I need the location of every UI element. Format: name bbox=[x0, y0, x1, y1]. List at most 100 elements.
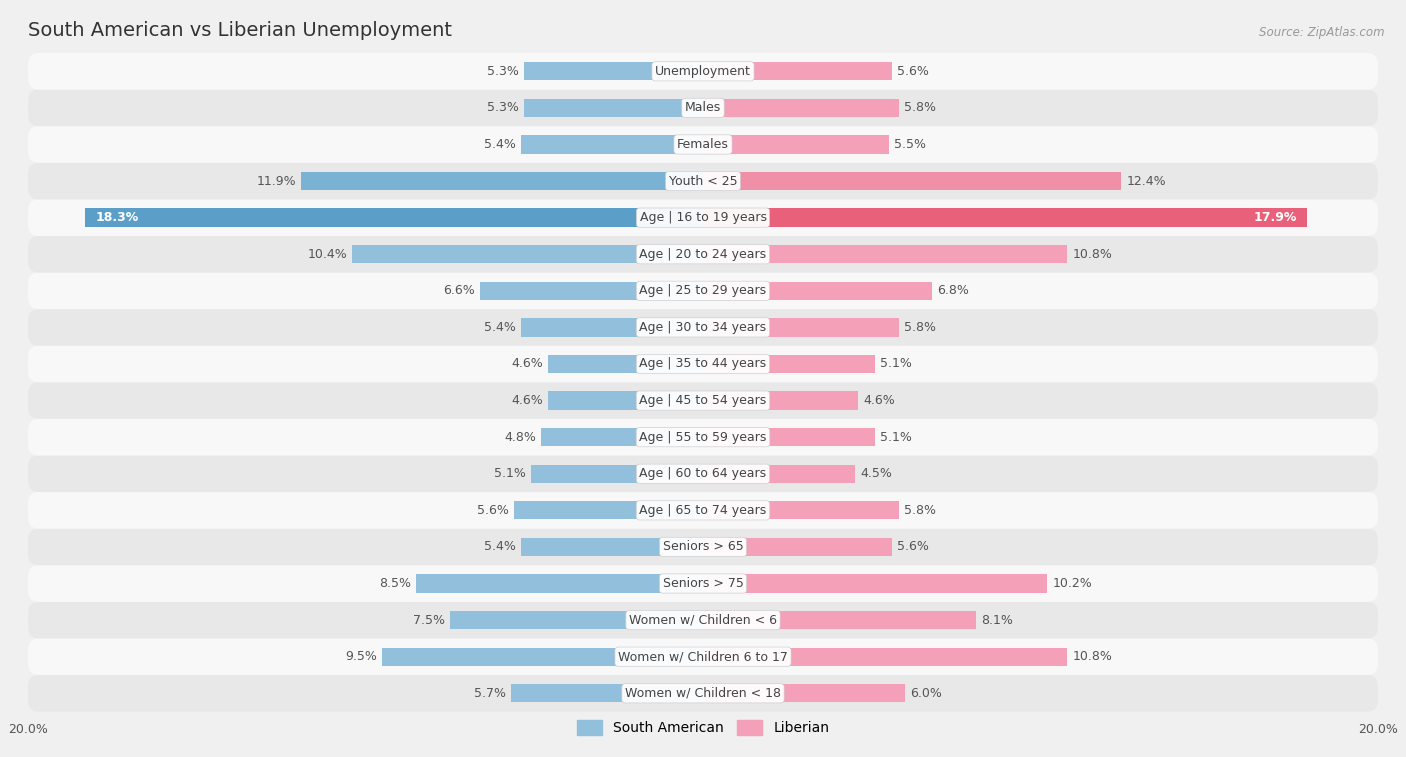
FancyBboxPatch shape bbox=[28, 419, 1378, 456]
Text: 17.9%: 17.9% bbox=[1254, 211, 1296, 224]
FancyBboxPatch shape bbox=[28, 346, 1378, 382]
Bar bbox=[703, 575, 1047, 593]
Bar bbox=[703, 684, 905, 702]
Bar bbox=[520, 537, 703, 556]
Text: 4.6%: 4.6% bbox=[863, 394, 896, 407]
Text: Males: Males bbox=[685, 101, 721, 114]
FancyBboxPatch shape bbox=[28, 492, 1378, 528]
FancyBboxPatch shape bbox=[28, 382, 1378, 419]
Bar bbox=[703, 537, 891, 556]
FancyBboxPatch shape bbox=[28, 89, 1378, 126]
Text: Age | 45 to 54 years: Age | 45 to 54 years bbox=[640, 394, 766, 407]
Bar bbox=[301, 172, 703, 190]
Text: 5.8%: 5.8% bbox=[904, 504, 936, 517]
Text: 5.1%: 5.1% bbox=[494, 467, 526, 480]
FancyBboxPatch shape bbox=[28, 273, 1378, 309]
Text: Youth < 25: Youth < 25 bbox=[669, 175, 737, 188]
Text: 4.6%: 4.6% bbox=[510, 357, 543, 370]
Text: 7.5%: 7.5% bbox=[413, 614, 444, 627]
Legend: South American, Liberian: South American, Liberian bbox=[571, 715, 835, 741]
Text: 12.4%: 12.4% bbox=[1126, 175, 1166, 188]
Text: 5.8%: 5.8% bbox=[904, 321, 936, 334]
FancyBboxPatch shape bbox=[28, 602, 1378, 638]
FancyBboxPatch shape bbox=[28, 236, 1378, 273]
Bar bbox=[703, 611, 976, 629]
Text: 6.0%: 6.0% bbox=[911, 687, 942, 699]
Text: Age | 16 to 19 years: Age | 16 to 19 years bbox=[640, 211, 766, 224]
Text: 4.6%: 4.6% bbox=[510, 394, 543, 407]
Text: Females: Females bbox=[678, 138, 728, 151]
Text: Women w/ Children 6 to 17: Women w/ Children 6 to 17 bbox=[619, 650, 787, 663]
Bar bbox=[703, 501, 898, 519]
Text: Age | 65 to 74 years: Age | 65 to 74 years bbox=[640, 504, 766, 517]
Text: 5.3%: 5.3% bbox=[488, 65, 519, 78]
Bar bbox=[548, 355, 703, 373]
Bar bbox=[703, 465, 855, 483]
Text: 5.4%: 5.4% bbox=[484, 540, 516, 553]
Text: Seniors > 75: Seniors > 75 bbox=[662, 577, 744, 590]
Bar bbox=[524, 62, 703, 80]
Bar bbox=[520, 136, 703, 154]
Bar bbox=[703, 647, 1067, 666]
Text: 5.6%: 5.6% bbox=[897, 65, 929, 78]
Text: 8.5%: 8.5% bbox=[380, 577, 411, 590]
Text: Age | 20 to 24 years: Age | 20 to 24 years bbox=[640, 248, 766, 260]
Text: 10.2%: 10.2% bbox=[1052, 577, 1092, 590]
Text: Age | 60 to 64 years: Age | 60 to 64 years bbox=[640, 467, 766, 480]
Text: 5.1%: 5.1% bbox=[880, 357, 912, 370]
FancyBboxPatch shape bbox=[28, 675, 1378, 712]
Bar bbox=[531, 465, 703, 483]
FancyBboxPatch shape bbox=[28, 126, 1378, 163]
Text: 11.9%: 11.9% bbox=[257, 175, 297, 188]
Text: 10.8%: 10.8% bbox=[1073, 650, 1112, 663]
Bar bbox=[703, 318, 898, 337]
Bar bbox=[481, 282, 703, 300]
Text: 5.3%: 5.3% bbox=[488, 101, 519, 114]
Bar bbox=[703, 98, 898, 117]
Bar bbox=[703, 172, 1122, 190]
Bar bbox=[541, 428, 703, 447]
FancyBboxPatch shape bbox=[28, 53, 1378, 89]
Text: 6.6%: 6.6% bbox=[443, 285, 475, 298]
Text: 5.4%: 5.4% bbox=[484, 321, 516, 334]
Text: Women w/ Children < 18: Women w/ Children < 18 bbox=[626, 687, 780, 699]
Text: 18.3%: 18.3% bbox=[96, 211, 139, 224]
Text: Women w/ Children < 6: Women w/ Children < 6 bbox=[628, 614, 778, 627]
Bar bbox=[703, 428, 875, 447]
Bar bbox=[703, 245, 1067, 263]
Text: 5.6%: 5.6% bbox=[897, 540, 929, 553]
Text: 10.8%: 10.8% bbox=[1073, 248, 1112, 260]
Text: Unemployment: Unemployment bbox=[655, 65, 751, 78]
Bar bbox=[548, 391, 703, 410]
Text: 10.4%: 10.4% bbox=[308, 248, 347, 260]
Text: 5.4%: 5.4% bbox=[484, 138, 516, 151]
FancyBboxPatch shape bbox=[28, 163, 1378, 199]
Text: 9.5%: 9.5% bbox=[346, 650, 377, 663]
Text: Age | 25 to 29 years: Age | 25 to 29 years bbox=[640, 285, 766, 298]
Text: 4.8%: 4.8% bbox=[505, 431, 536, 444]
Bar bbox=[703, 62, 891, 80]
Bar bbox=[352, 245, 703, 263]
Text: 5.8%: 5.8% bbox=[904, 101, 936, 114]
FancyBboxPatch shape bbox=[28, 638, 1378, 675]
FancyBboxPatch shape bbox=[28, 528, 1378, 565]
Bar bbox=[86, 208, 703, 227]
Text: Age | 55 to 59 years: Age | 55 to 59 years bbox=[640, 431, 766, 444]
Text: 5.1%: 5.1% bbox=[880, 431, 912, 444]
Text: Age | 30 to 34 years: Age | 30 to 34 years bbox=[640, 321, 766, 334]
Text: 6.8%: 6.8% bbox=[938, 285, 969, 298]
Bar bbox=[703, 282, 932, 300]
FancyBboxPatch shape bbox=[28, 456, 1378, 492]
Text: Age | 35 to 44 years: Age | 35 to 44 years bbox=[640, 357, 766, 370]
Bar bbox=[703, 208, 1308, 227]
Text: Seniors > 65: Seniors > 65 bbox=[662, 540, 744, 553]
Text: 4.5%: 4.5% bbox=[860, 467, 891, 480]
Text: South American vs Liberian Unemployment: South American vs Liberian Unemployment bbox=[28, 21, 453, 40]
FancyBboxPatch shape bbox=[28, 199, 1378, 236]
Text: 5.7%: 5.7% bbox=[474, 687, 506, 699]
FancyBboxPatch shape bbox=[28, 565, 1378, 602]
Bar bbox=[416, 575, 703, 593]
Text: Source: ZipAtlas.com: Source: ZipAtlas.com bbox=[1260, 26, 1385, 39]
Text: 5.6%: 5.6% bbox=[477, 504, 509, 517]
Bar bbox=[703, 355, 875, 373]
